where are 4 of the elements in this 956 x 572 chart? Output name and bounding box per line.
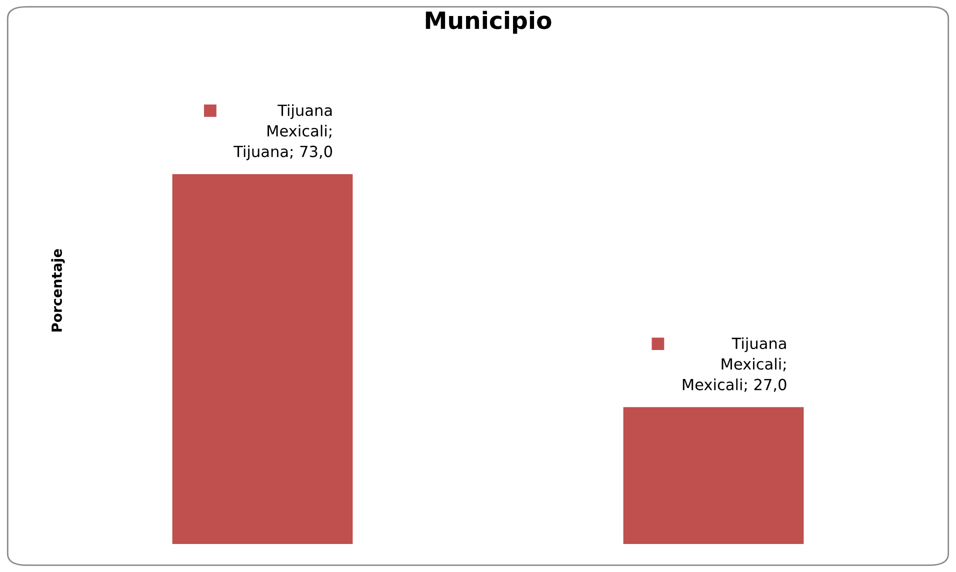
y-axis-title: Porcentaje xyxy=(51,249,65,332)
chart-title: Municipio xyxy=(426,10,552,34)
data-label: Tijuana Mexicali; Mexicali; 27,0 xyxy=(682,337,786,392)
data-label: Tijuana Mexicali; Tijuana; 73,0 xyxy=(234,104,332,160)
